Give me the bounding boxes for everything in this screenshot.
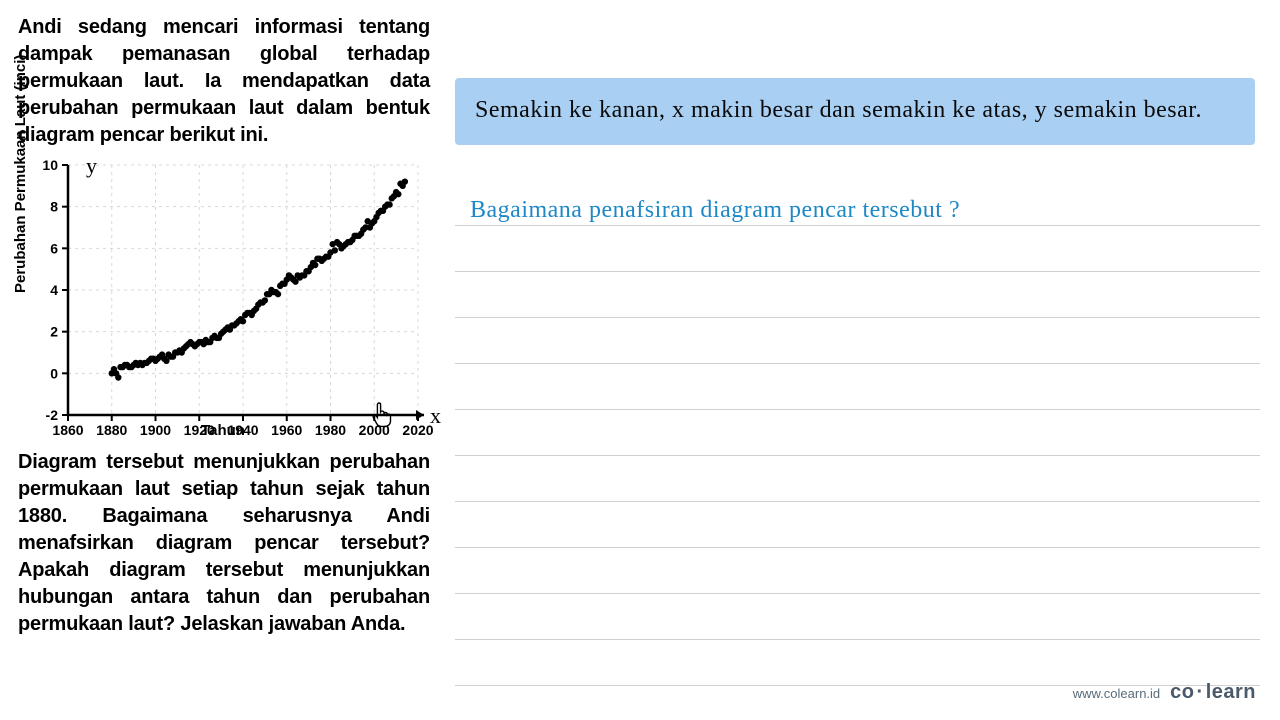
brand-dot: ·: [1197, 681, 1204, 703]
footer-url: www.colearn.id: [1073, 686, 1160, 701]
highlight-text: Semakin ke kanan, x makin besar dan sema…: [475, 90, 1235, 131]
svg-text:2: 2: [50, 324, 58, 340]
question-text: Bagaimana penafsiran diagram pencar ters…: [470, 190, 1260, 231]
rule-line: [455, 272, 1260, 318]
chart-svg: -202468101860188019001920194019601980200…: [18, 153, 448, 443]
rule-line: [455, 502, 1260, 548]
svg-text:10: 10: [42, 157, 58, 173]
rule-line: [455, 226, 1260, 272]
rule-line: [455, 594, 1260, 640]
svg-text:y: y: [86, 153, 97, 178]
rule-line: [455, 410, 1260, 456]
highlight-note: Semakin ke kanan, x makin besar dan sema…: [455, 78, 1255, 145]
problem-paragraph-1: Andi sedang mencari informasi tentang da…: [18, 14, 430, 149]
svg-text:6: 6: [50, 240, 58, 256]
brand-left: co: [1170, 681, 1194, 703]
svg-text:8: 8: [50, 199, 58, 215]
rule-line: [455, 318, 1260, 364]
scatter-chart: Perubahan Permukaan Laut (inci) -2024681…: [18, 153, 428, 443]
footer-brand: co·learn: [1170, 681, 1256, 704]
svg-text:0: 0: [50, 365, 58, 381]
rule-line: [455, 640, 1260, 686]
rule-line: [455, 364, 1260, 410]
ruled-note-area: [455, 180, 1260, 686]
brand-right: learn: [1206, 681, 1256, 703]
svg-text:x: x: [430, 403, 441, 428]
problem-paragraph-2: Diagram tersebut menunjukkan perubahan p…: [18, 449, 430, 638]
rule-line: [455, 456, 1260, 502]
x-axis-label: Tahun: [18, 422, 428, 439]
svg-text:4: 4: [50, 282, 58, 298]
footer: www.colearn.id co·learn: [1073, 681, 1256, 704]
svg-text:-2: -2: [46, 407, 59, 423]
rule-line: [455, 548, 1260, 594]
